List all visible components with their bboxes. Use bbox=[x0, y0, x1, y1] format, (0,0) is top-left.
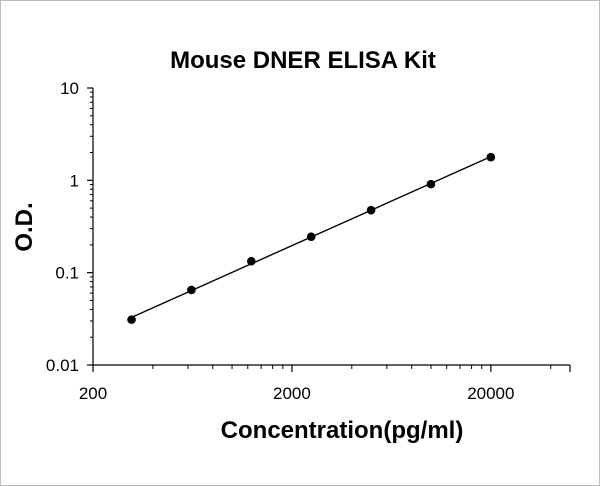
y-tick-label: 10 bbox=[60, 79, 79, 98]
data-point bbox=[127, 315, 136, 324]
y-tick-label: 0.01 bbox=[46, 356, 79, 375]
data-point bbox=[486, 152, 496, 162]
data-point bbox=[426, 179, 436, 189]
data-point bbox=[366, 205, 376, 215]
y-tick-label: 0.1 bbox=[55, 264, 79, 283]
data-point bbox=[247, 256, 256, 266]
x-tick-label: 2000 bbox=[273, 384, 311, 403]
data-point bbox=[306, 232, 316, 242]
y-axis-label: O.D. bbox=[11, 202, 38, 251]
chart-title: Mouse DNER ELISA Kit bbox=[170, 47, 436, 74]
x-axis-label: Concentration(pg/ml) bbox=[221, 417, 464, 444]
data-point bbox=[187, 285, 196, 295]
x-tick-label: 200 bbox=[79, 384, 107, 403]
x-tick-label: 20000 bbox=[467, 384, 514, 403]
ticks bbox=[87, 87, 571, 372]
y-tick-label: 1 bbox=[70, 171, 79, 190]
data-points bbox=[127, 152, 496, 324]
axes bbox=[92, 88, 570, 366]
